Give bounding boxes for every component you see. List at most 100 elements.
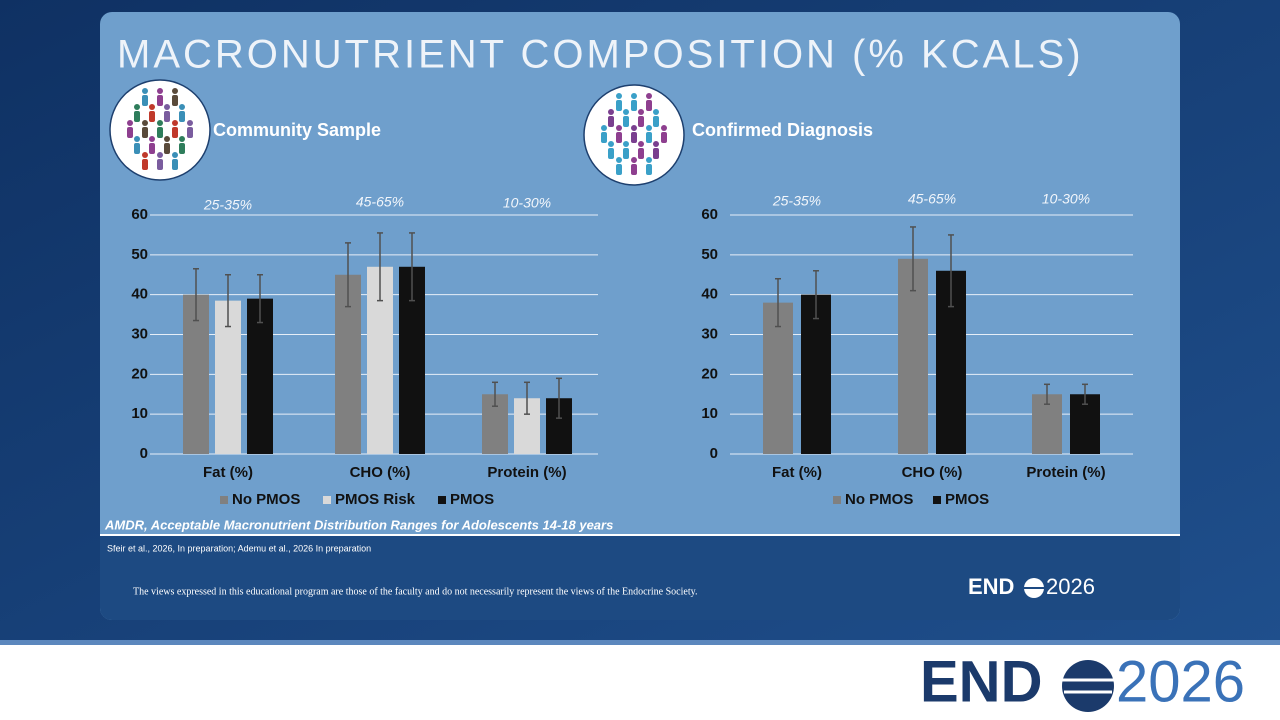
y-tick-label: 10 [131, 405, 148, 422]
person-body [172, 159, 178, 170]
y-tick-label: 40 [131, 286, 148, 303]
person-body [623, 148, 629, 159]
person-head [653, 109, 659, 115]
person-body [157, 159, 163, 170]
chart-subtitle: Confirmed Diagnosis [692, 120, 873, 140]
logo-text: 2026 [1116, 649, 1245, 714]
x-tick-label: Protein (%) [487, 464, 566, 481]
logo-large: END 2026 [920, 649, 1245, 714]
x-tick-label: CHO (%) [350, 464, 411, 481]
person-body [142, 95, 148, 106]
person-body [653, 148, 659, 159]
person-head [631, 93, 637, 99]
person-head [142, 152, 148, 158]
y-tick-label: 60 [701, 206, 718, 223]
y-tick-label: 60 [131, 206, 148, 223]
annotation: 10-30% [1042, 191, 1090, 207]
person-body [646, 100, 652, 111]
person-head [157, 120, 163, 126]
person-body [631, 132, 637, 143]
person-body [631, 100, 637, 111]
person-head [646, 93, 652, 99]
person-body [631, 164, 637, 175]
y-tick-label: 0 [710, 445, 718, 462]
person-head [631, 157, 637, 163]
legend-label: No PMOS [232, 491, 300, 508]
y-tick-label: 30 [131, 325, 148, 342]
person-body [134, 143, 140, 154]
person-head [172, 88, 178, 94]
person-head [608, 141, 614, 147]
panel-footer [100, 536, 1180, 620]
y-tick-label: 20 [131, 365, 148, 382]
y-tick-label: 50 [131, 246, 148, 263]
person-head [187, 120, 193, 126]
annotation: 10-30% [503, 195, 551, 211]
person-head [608, 109, 614, 115]
legend-swatch [220, 496, 228, 504]
person-head [157, 88, 163, 94]
person-body [638, 116, 644, 127]
slide-title: MACRONUTRIENT COMPOSITION (% KCALS) [117, 33, 1084, 77]
person-head [616, 157, 622, 163]
logo-text: END [920, 649, 1042, 714]
person-body [157, 95, 163, 106]
person-head [661, 125, 667, 131]
person-body [134, 111, 140, 122]
citation: Sfeir et al., 2026, In preparation; Adem… [107, 543, 371, 553]
legend-swatch [833, 496, 841, 504]
person-head [638, 141, 644, 147]
logo-small: END 2026 [968, 574, 1095, 599]
person-body [661, 132, 667, 143]
person-head [653, 141, 659, 147]
y-tick-label: 50 [701, 246, 718, 263]
legend-swatch [323, 496, 331, 504]
annotation: 45-65% [356, 194, 404, 210]
y-tick-label: 40 [701, 286, 718, 303]
person-head [164, 136, 170, 142]
x-tick-label: Fat (%) [203, 464, 253, 481]
chart-subtitle: Community Sample [213, 120, 381, 140]
divider [0, 640, 1280, 645]
person-head [616, 93, 622, 99]
person-body [623, 116, 629, 127]
person-head [172, 152, 178, 158]
person-head [127, 120, 133, 126]
person-body [646, 132, 652, 143]
person-body [653, 116, 659, 127]
legend-label: PMOS [945, 491, 989, 508]
person-body [646, 164, 652, 175]
person-body [601, 132, 607, 143]
person-body [149, 111, 155, 122]
annotation: 25-35% [203, 197, 252, 213]
person-body [179, 143, 185, 154]
person-head [157, 152, 163, 158]
bar [247, 298, 273, 454]
person-head [179, 136, 185, 142]
legend-label: PMOS [450, 491, 494, 508]
person-head [149, 136, 155, 142]
person-head [179, 104, 185, 110]
logo-text: END [968, 574, 1014, 599]
legend-swatch [933, 496, 941, 504]
person-body [608, 116, 614, 127]
y-tick-label: 0 [140, 445, 148, 462]
annotation: 45-65% [908, 191, 956, 207]
person-head [623, 109, 629, 115]
person-body [164, 143, 170, 154]
person-body [187, 127, 193, 138]
person-body [172, 127, 178, 138]
person-head [142, 88, 148, 94]
person-head [601, 125, 607, 131]
person-head [149, 104, 155, 110]
person-body [608, 148, 614, 159]
person-head [646, 125, 652, 131]
person-head [134, 136, 140, 142]
person-head [638, 109, 644, 115]
disclaimer: The views expressed in this educational … [133, 586, 697, 597]
person-body [616, 100, 622, 111]
person-body [164, 111, 170, 122]
x-tick-label: CHO (%) [902, 464, 963, 481]
legend-swatch [438, 496, 446, 504]
